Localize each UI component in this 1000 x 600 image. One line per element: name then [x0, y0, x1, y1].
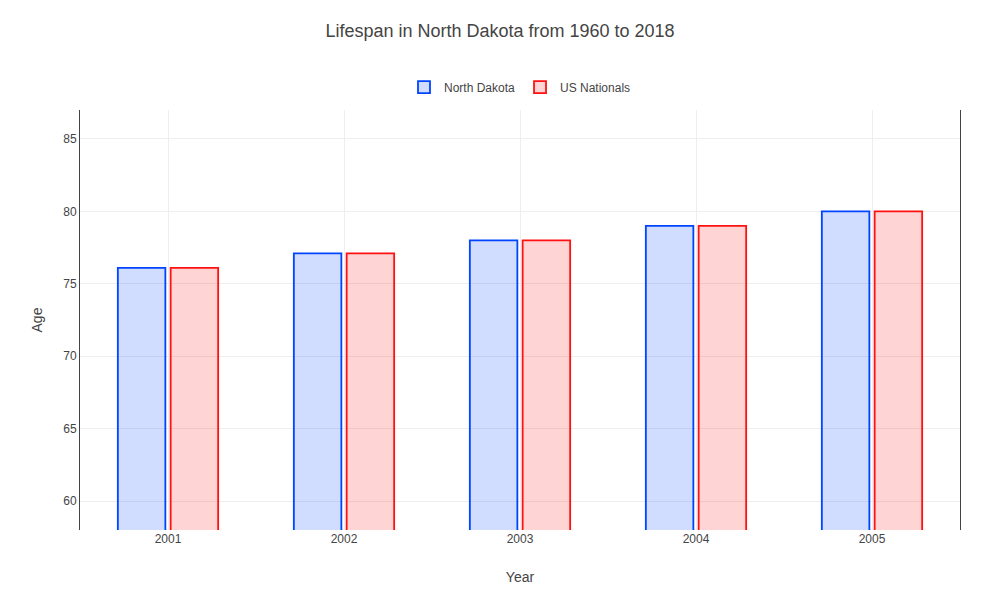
svg-text:US Nationals: US Nationals — [560, 81, 630, 95]
svg-text:Age: Age — [29, 307, 45, 332]
svg-text:2005: 2005 — [859, 532, 886, 546]
svg-text:80: 80 — [63, 205, 77, 219]
svg-text:2002: 2002 — [331, 532, 358, 546]
svg-text:2001: 2001 — [155, 532, 182, 546]
svg-text:Lifespan in North Dakota from: Lifespan in North Dakota from 1960 to 20… — [325, 21, 674, 41]
svg-text:65: 65 — [63, 422, 77, 436]
svg-text:60: 60 — [63, 494, 77, 508]
svg-text:Year: Year — [506, 569, 535, 585]
svg-text:85: 85 — [63, 132, 77, 146]
svg-text:2004: 2004 — [683, 532, 710, 546]
svg-text:70: 70 — [63, 349, 77, 363]
svg-text:75: 75 — [63, 277, 77, 291]
svg-text:North Dakota: North Dakota — [444, 81, 515, 95]
svg-text:2003: 2003 — [507, 532, 534, 546]
